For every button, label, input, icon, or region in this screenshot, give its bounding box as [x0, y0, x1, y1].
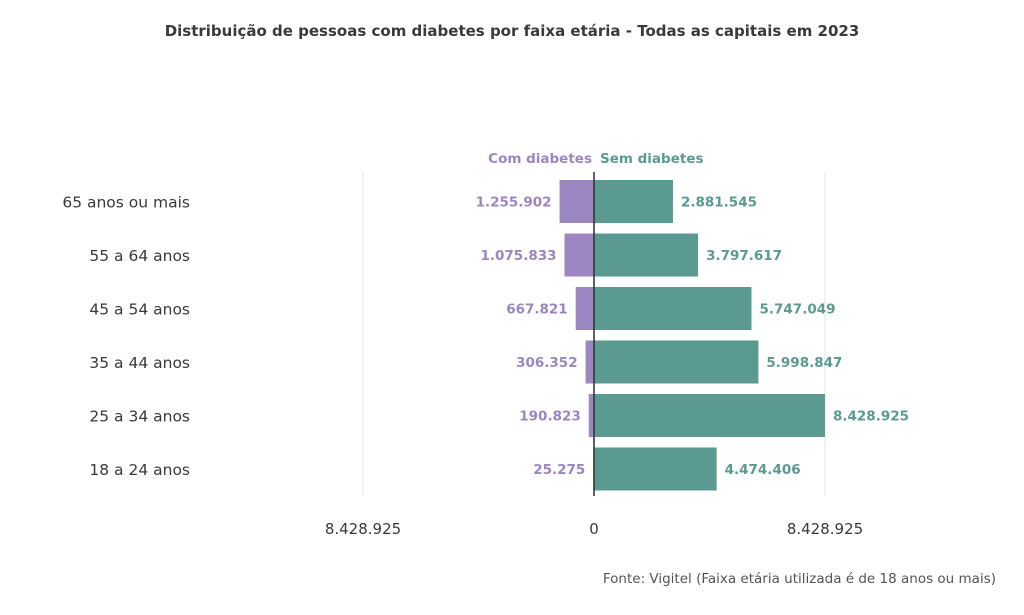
category-label-2: 45 a 54 anos [89, 301, 190, 319]
category-label-1: 55 a 64 anos [89, 247, 190, 265]
category-label-3: 35 a 44 anos [89, 354, 190, 372]
label-com-diabetes-2: 667.821 [506, 302, 568, 318]
bar-com-diabetes-1 [564, 233, 594, 277]
label-sem-diabetes-3: 5.998.847 [766, 355, 842, 371]
label-com-diabetes-3: 306.352 [516, 355, 578, 371]
label-sem-diabetes-4: 8.428.925 [833, 409, 909, 425]
bar-sem-diabetes-0 [594, 180, 673, 223]
legend-sem-diabetes: Sem diabetes [600, 151, 704, 167]
label-com-diabetes-4: 190.823 [519, 409, 581, 425]
source-note: Fonte: Vigitel (Faixa etária utilizada é… [602, 571, 996, 587]
chart-title: Distribuição de pessoas com diabetes por… [164, 22, 860, 40]
category-label-5: 18 a 24 anos [89, 461, 190, 479]
label-sem-diabetes-5: 4.474.406 [725, 462, 801, 478]
label-com-diabetes-1: 1.075.833 [481, 248, 557, 264]
category-label-0: 65 anos ou mais [62, 194, 190, 212]
label-sem-diabetes-2: 5.747.049 [760, 302, 836, 318]
bar-sem-diabetes-2 [594, 287, 752, 330]
x-tick-label-1: 0 [589, 520, 599, 538]
x-tick-label-0: 8.428.925 [325, 520, 401, 538]
bar-com-diabetes-4 [588, 394, 594, 437]
category-label-4: 25 a 34 anos [89, 408, 190, 426]
x-tick-label-2: 8.428.925 [787, 520, 863, 538]
label-sem-diabetes-1: 3.797.617 [706, 248, 782, 264]
bar-com-diabetes-0 [559, 180, 594, 223]
bar-com-diabetes-2 [575, 287, 594, 330]
bar-sem-diabetes-4 [594, 394, 825, 437]
bar-com-diabetes-3 [585, 340, 594, 384]
bar-sem-diabetes-1 [594, 233, 699, 277]
label-sem-diabetes-0: 2.881.545 [681, 195, 757, 211]
bar-sem-diabetes-3 [594, 340, 759, 384]
label-com-diabetes-0: 1.255.902 [476, 195, 552, 211]
bar-sem-diabetes-5 [594, 447, 717, 491]
legend-com-diabetes: Com diabetes [488, 151, 592, 167]
label-com-diabetes-5: 25.275 [533, 462, 585, 478]
